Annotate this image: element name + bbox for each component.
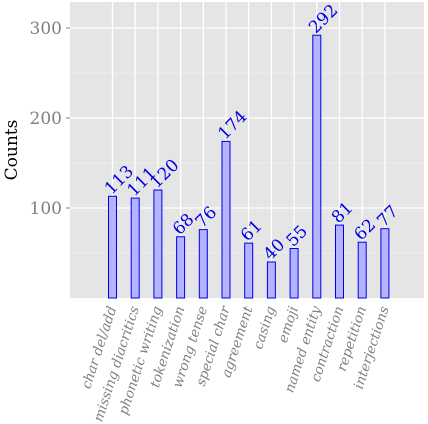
- bar: [153, 189, 163, 299]
- bar: [266, 261, 276, 299]
- y-tick-label: 100: [30, 199, 62, 219]
- bar: [176, 236, 186, 299]
- y-tick-label: 300: [30, 19, 62, 39]
- bar: [289, 248, 299, 299]
- bar: [380, 228, 390, 299]
- bar: [198, 229, 208, 299]
- bar: [221, 140, 231, 299]
- bar: [357, 241, 367, 299]
- y-tick-label: 200: [30, 109, 62, 129]
- bar: [244, 242, 254, 299]
- y-axis-ticks: 100 200 300: [30, 19, 70, 219]
- bar: [312, 34, 322, 299]
- bar: [130, 197, 140, 299]
- y-axis-title: Counts: [2, 120, 22, 181]
- bars: [108, 34, 390, 299]
- bar: [335, 224, 344, 299]
- bar: [108, 195, 117, 299]
